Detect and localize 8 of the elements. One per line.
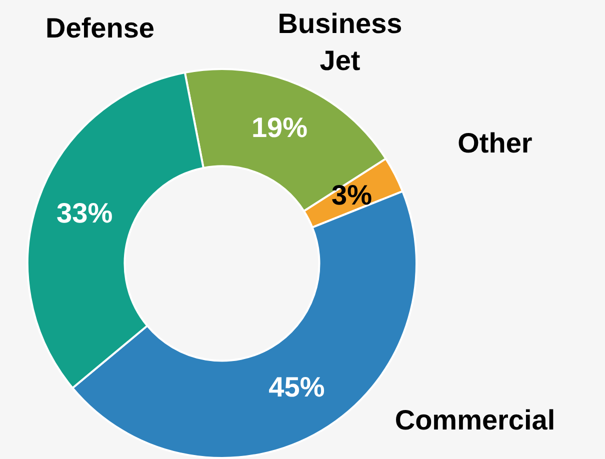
slice-label: Defense: [44, 12, 156, 46]
data-label: 3%: [332, 180, 372, 211]
data-label: 33%: [56, 197, 113, 228]
slice-label: Commercial: [394, 404, 556, 438]
slice-label: Other: [456, 126, 534, 160]
data-label: 19%: [251, 112, 308, 144]
slice-label: Business Jet: [276, 7, 404, 78]
data-label: 45%: [268, 372, 325, 403]
